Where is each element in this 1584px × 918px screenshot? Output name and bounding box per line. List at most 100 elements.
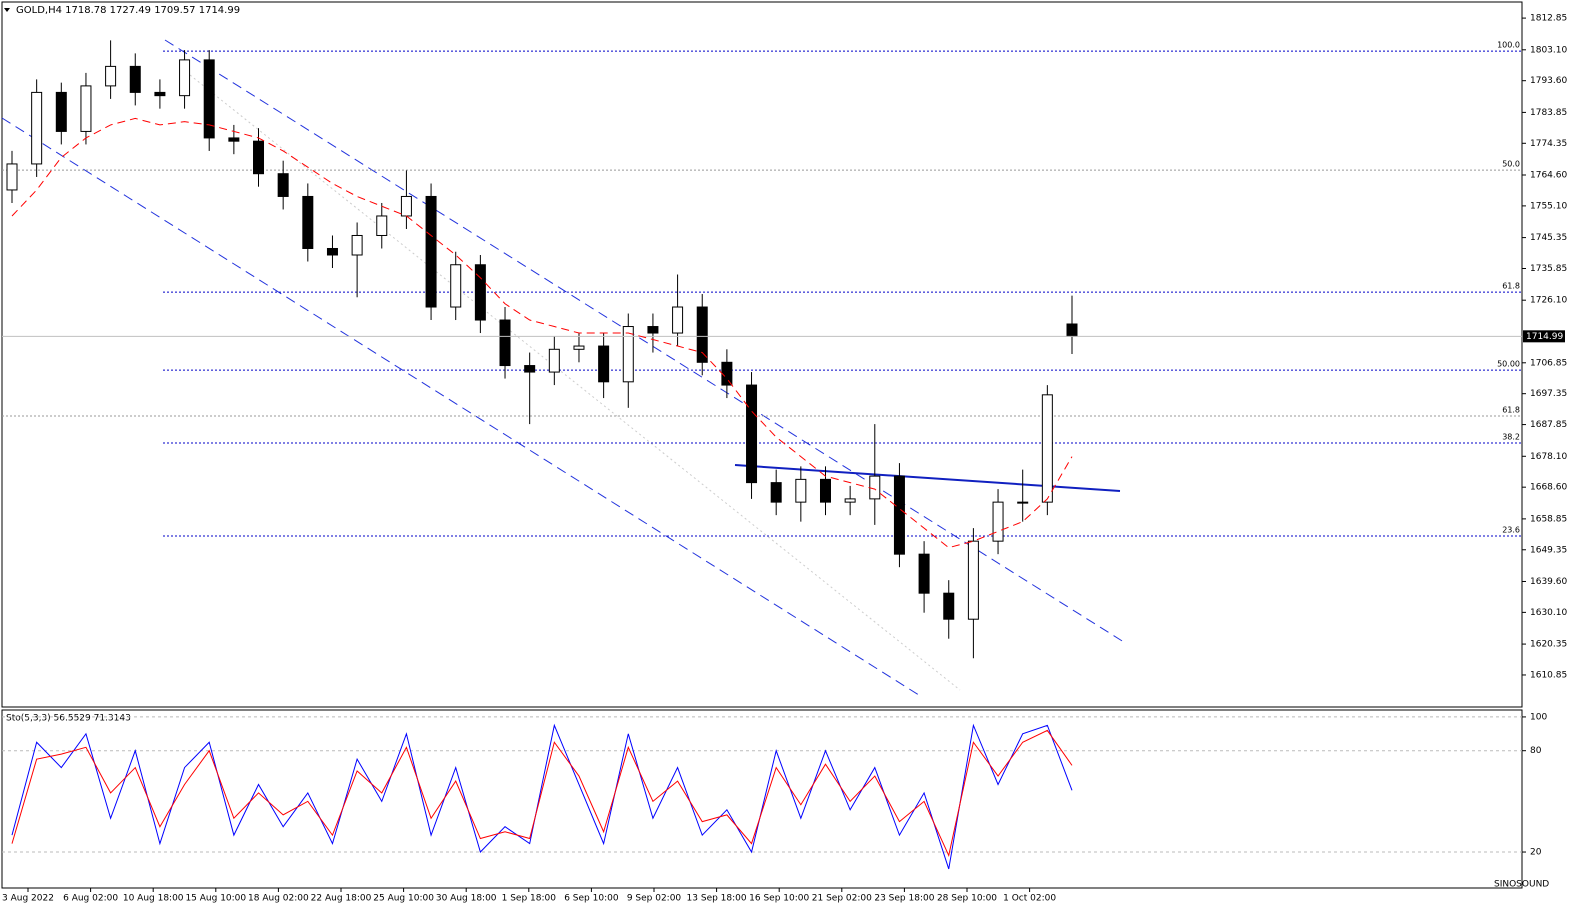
candle-body [351, 234, 363, 256]
y-tick-label: 1745.35 [1530, 233, 1567, 243]
fib-line [189, 74, 961, 691]
candle-body [302, 195, 314, 249]
candle-body [1041, 394, 1053, 503]
y-tick-label: 1668.60 [1530, 483, 1567, 493]
x-tick-label: 18 Aug 02:00 [248, 894, 309, 904]
fib-label: 38.2 [1502, 432, 1520, 441]
x-tick-label: 23 Sep 18:00 [874, 894, 934, 904]
candle-body [376, 215, 388, 236]
candle-body [770, 482, 782, 503]
y-tick-label: 1678.10 [1530, 452, 1567, 462]
y-tick-label: 1639.60 [1530, 577, 1567, 587]
candle-body [228, 137, 240, 142]
x-tick-label: 30 Aug 18:00 [436, 894, 497, 904]
candle-body [253, 140, 265, 175]
candle-body [55, 91, 67, 132]
candle-body [203, 59, 215, 139]
trend-line [734, 464, 1121, 492]
candle-body [721, 361, 733, 386]
y-tick-label: 1630.10 [1530, 608, 1567, 618]
fib-label: 61.8 [1502, 405, 1520, 414]
fib-label: 23.6 [1502, 525, 1520, 534]
candle-body [1017, 501, 1029, 504]
y-tick-label: 1726.10 [1530, 296, 1567, 306]
y-tick-label: 1764.60 [1530, 170, 1567, 180]
candle-body [154, 91, 166, 97]
candle-body [326, 247, 338, 256]
candle-body [524, 365, 536, 373]
price-box [1523, 330, 1565, 343]
fib-label: 100.0 [1497, 41, 1520, 50]
y-tick-label: 1812.85 [1530, 14, 1567, 24]
candle-body [31, 91, 43, 165]
x-tick-label: 9 Sep 02:00 [627, 894, 682, 904]
fib-label: 61.8 [1502, 282, 1520, 291]
x-tick-label: 25 Aug 10:00 [373, 894, 434, 904]
x-tick-label: 1 Sep 18:00 [502, 894, 557, 904]
candle-body [967, 540, 979, 620]
candle-body [179, 59, 191, 97]
y-tick-label: 1803.10 [1530, 45, 1567, 55]
candle-body [425, 195, 437, 308]
candle-body [647, 326, 659, 334]
price-label: 1714.99 [1526, 332, 1563, 342]
y-tick-label: 1687.85 [1530, 420, 1567, 430]
indicator-label: Sto(5,3,3) 56.5529 71.3143 [6, 714, 131, 724]
candle-body [918, 553, 930, 594]
candle-body [893, 475, 905, 555]
y-tick-label: 1658.85 [1530, 514, 1567, 524]
y-tick-label: 1620.35 [1530, 640, 1567, 650]
y-tick-label: 1649.35 [1530, 545, 1567, 555]
channel-lower [1, 117, 923, 698]
y-tick-label: 100 [1530, 712, 1547, 722]
candle-body [622, 326, 634, 383]
x-tick-label: 28 Sep 10:00 [937, 894, 997, 904]
fib-label: 50.00 [1497, 360, 1520, 369]
x-tick-label: 16 Sep 10:00 [749, 894, 809, 904]
x-tick-label: 15 Aug 10:00 [185, 894, 246, 904]
chart-title: GOLD,H4 1718.78 1727.49 1709.57 1714.99 [16, 5, 240, 16]
y-tick-label: 20 [1530, 848, 1542, 858]
candle-body [943, 592, 955, 620]
x-tick-label: 13 Sep 18:00 [687, 894, 747, 904]
y-tick-label: 1755.10 [1530, 201, 1567, 211]
candle-body [672, 306, 684, 334]
candle-body [869, 475, 881, 500]
y-tick-label: 1783.85 [1530, 108, 1567, 118]
candle-body [819, 478, 831, 503]
candle-body [450, 264, 462, 308]
candle-body [746, 384, 758, 484]
fib-label: 50.0 [1502, 160, 1520, 169]
candle-body [277, 173, 289, 197]
candle-body [400, 195, 412, 217]
candle-body [696, 306, 708, 363]
candle-body [6, 163, 18, 191]
y-tick-label: 1793.60 [1530, 76, 1567, 86]
x-tick-label: 3 Aug 2022 [2, 894, 54, 904]
channel [1, 39, 1128, 698]
ma-line [11, 117, 1073, 549]
stoch-line [11, 723, 1073, 870]
x-tick-label: 22 Aug 18:00 [311, 894, 372, 904]
y-tick-label: 1697.35 [1530, 389, 1567, 399]
watermark: SINOSOUND [1494, 880, 1549, 890]
candle-body [1066, 323, 1078, 337]
candle-body [129, 65, 141, 93]
y-tick-label: 1610.85 [1530, 670, 1567, 680]
candle-body [499, 319, 511, 367]
indicator-frame [1, 709, 1523, 889]
candle-body [548, 348, 560, 373]
y-tick-label: 1774.35 [1530, 139, 1567, 149]
candle-body [598, 345, 610, 383]
x-tick-label: 6 Sep 10:00 [564, 894, 619, 904]
candle-body [992, 501, 1004, 542]
x-tick-label: 10 Aug 18:00 [123, 894, 184, 904]
y-tick-label: 1706.85 [1530, 358, 1567, 368]
candle-body [844, 498, 856, 503]
candle-body [573, 345, 585, 350]
x-tick-label: 21 Sep 02:00 [812, 894, 872, 904]
channel-upper [164, 39, 1128, 645]
menu-arrow [4, 8, 10, 12]
stoch-line [11, 729, 1073, 857]
x-tick-label: 6 Aug 02:00 [63, 894, 118, 904]
